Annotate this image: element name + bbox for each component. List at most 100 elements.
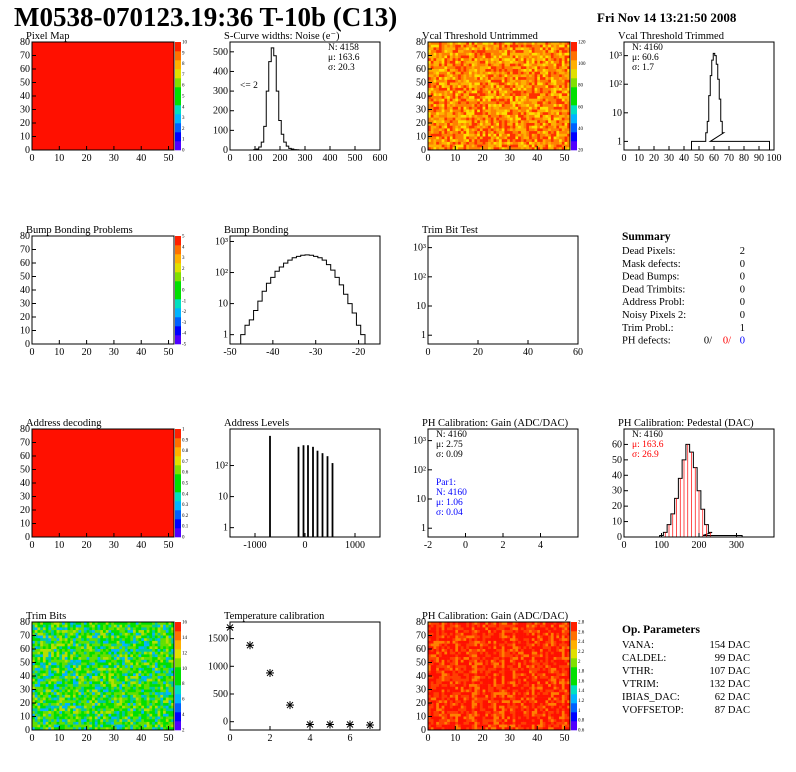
heatmap-cell [515,42,519,45]
heatmap-cell [430,63,434,67]
heatmap-cell [504,98,508,102]
heatmap-cell [160,678,164,682]
heatmap-cell [86,630,90,634]
heatmap-cell [493,131,497,135]
heatmap-cell [48,676,52,679]
colorbar-tick-label: 0.3 [182,503,189,508]
heatmap-cell [550,112,554,116]
heatmap-cell [507,50,511,54]
heatmap-cell [455,82,459,86]
heatmap-cell [433,120,437,124]
heatmap-cell [482,52,486,56]
heatmap-cell [59,659,63,663]
heatmap-cell [72,678,76,682]
heatmap-cell [32,719,36,723]
heatmap-cell [32,622,36,625]
heatmap-cell [463,50,467,54]
heatmap-cell [62,694,66,698]
heatmap-cell [135,708,139,712]
heatmap-cell [168,676,172,679]
heatmap-cell [111,635,115,639]
heatmap-cell [171,635,175,639]
heatmap-cell [468,128,472,132]
heatmap-cell [466,131,470,135]
heatmap-cell [124,700,128,704]
heatmap-cell [515,106,519,110]
heatmap-cell [515,52,519,56]
heatmap-cell [509,47,513,51]
heatmap-cell [567,141,571,145]
heatmap-cell [97,705,101,709]
heatmap-cell [564,82,568,86]
heatmap-cell [438,104,442,108]
heatmap-cell [157,705,161,709]
heatmap-cell [518,93,522,97]
heatmap-cell [141,703,145,706]
heatmap-cell [553,87,557,91]
heatmap-cell [477,106,481,110]
heatmap-cell [165,665,169,669]
heatmap-cell [168,705,172,709]
heatmap-cell [444,700,448,704]
heatmap-cell [444,630,448,634]
heatmap-cell [485,114,489,118]
heatmap-cell [531,55,535,59]
heatmap-cell [70,713,74,717]
heatmap-cell [504,128,508,132]
heatmap-cell [146,622,150,625]
heatmap-cell [130,646,134,650]
heatmap-cell [567,87,571,91]
heatmap-cell [146,700,150,704]
heatmap-cell [92,651,96,655]
heatmap-cell [97,659,101,663]
heatmap-cell [518,139,522,143]
heatmap-cell [534,60,538,64]
heatmap-cell [56,713,60,717]
heatmap-cell [116,727,120,731]
heatmap-cell [504,47,508,51]
heatmap-cell [59,646,63,650]
heatmap-cell [124,686,128,690]
heatmap-cell [531,120,535,124]
panel-title: Pixel Map [26,31,69,42]
heatmap-cell [70,686,74,690]
heatmap-cell [526,131,530,135]
heatmap-cell [553,44,557,48]
heatmap-cell [103,646,107,650]
heatmap-cell [146,646,150,650]
heatmap-cell [441,689,445,693]
heatmap-cell [482,44,486,48]
heatmap-cell [64,662,68,666]
heatmap-cell [529,112,533,116]
heatmap-cell [507,90,511,94]
heatmap-cell [32,627,36,631]
heatmap-cell [455,98,459,102]
heatmap-cell [463,87,467,91]
heatmap-cell [504,90,508,94]
heatmap-cell [133,651,137,655]
heatmap-cell [567,112,571,116]
heatmap-cell [53,659,57,663]
heatmap-cell [171,654,175,658]
heatmap-cell [493,50,497,54]
heatmap-cell [62,638,66,642]
heatmap-cell [526,63,530,67]
heatmap-cell [430,112,434,116]
heatmap-cell [56,662,60,666]
heatmap-cell [37,651,41,655]
heatmap-cell [564,69,568,72]
y-tick-label: 10³ [413,243,426,254]
heatmap-cell [34,727,38,731]
heatmap-cell [113,694,117,698]
heatmap-cell [51,684,55,688]
heatmap-cell [455,106,459,110]
heatmap-cell [45,649,49,652]
heatmap-cell [512,66,516,70]
heatmap-cell [78,676,82,679]
heatmap-cell [515,120,519,124]
heatmap-cell [34,654,38,658]
heatmap-cell [165,724,169,728]
heatmap-cell [539,114,543,118]
heatmap-cell [438,50,442,54]
heatmap-cell [501,133,505,137]
